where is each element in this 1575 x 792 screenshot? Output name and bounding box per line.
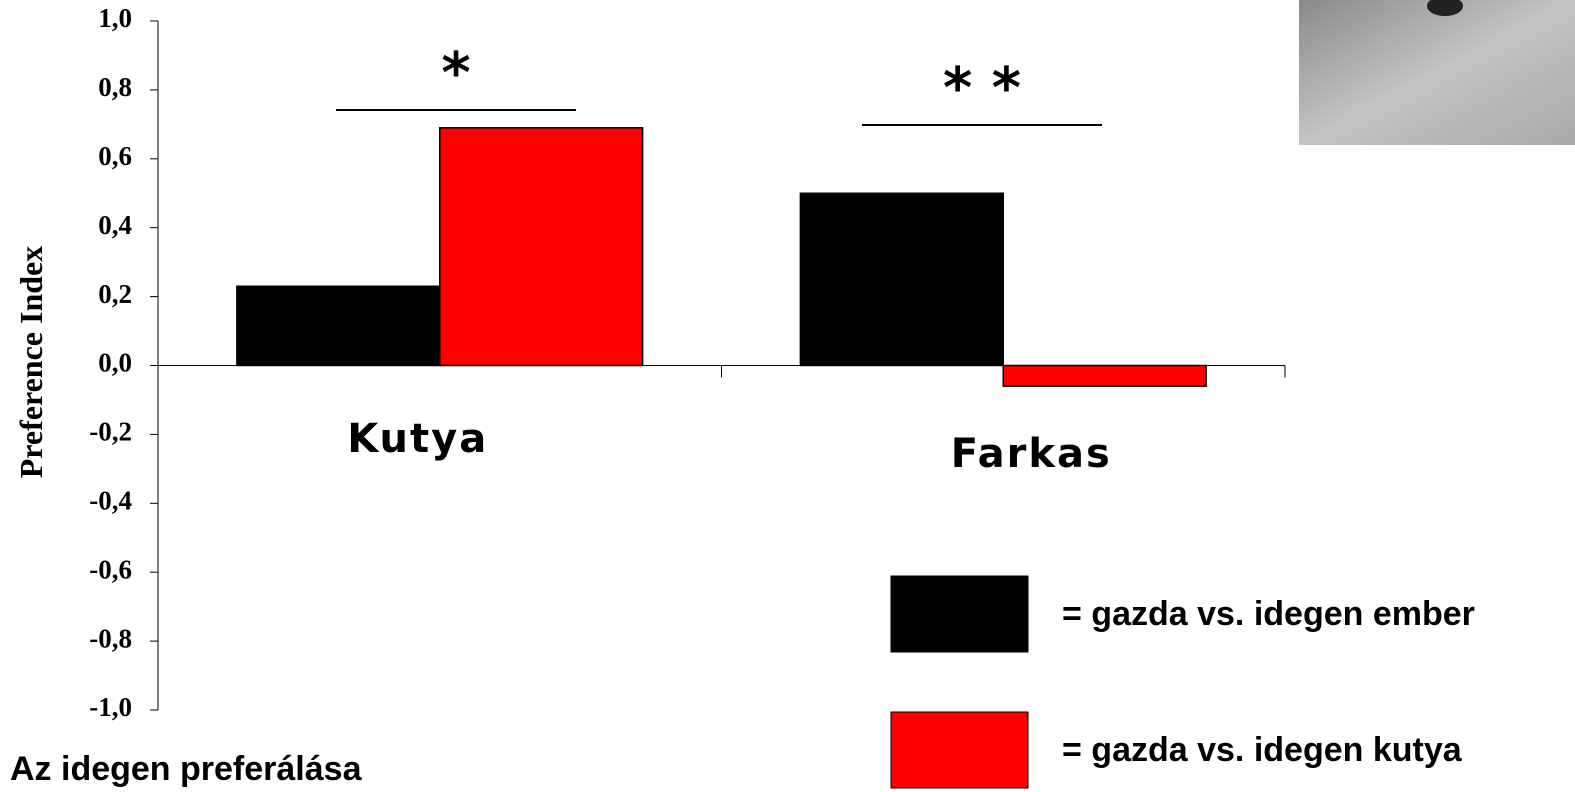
bar xyxy=(1003,366,1206,387)
y-tick-label: 1,0 xyxy=(98,3,132,33)
y-tick-label: -0,4 xyxy=(89,486,132,516)
x-category-label: Farkas xyxy=(951,431,1112,477)
y-tick-label: -1,0 xyxy=(89,692,132,722)
legend-label: = gazda vs. idegen ember xyxy=(1062,595,1475,633)
bar xyxy=(800,193,1003,365)
y-tick-label: -0,2 xyxy=(89,417,132,447)
legend-swatch xyxy=(891,576,1028,652)
legend-label: = gazda vs. idegen kutya xyxy=(1062,731,1463,769)
y-tick-label: 0,8 xyxy=(98,72,132,102)
significance-marker: * xyxy=(441,41,470,106)
note: Az idegen preferálása xyxy=(10,750,363,788)
significance-marker: * * xyxy=(943,56,1021,121)
bar xyxy=(237,286,440,365)
y-axis-label: Preference Index xyxy=(13,246,49,479)
photo xyxy=(1299,0,1575,145)
chart: Preference Index -1,0 -0,8 -0,6 -0,4 -0,2 0,0… xyxy=(0,0,1575,792)
y-tick-label: 0,0 xyxy=(98,348,132,378)
y-tick-label: -0,8 xyxy=(89,623,132,653)
y-tick-label: -0,6 xyxy=(89,554,132,584)
x-category-label: Kutya xyxy=(347,416,488,462)
y-tick-label: 0,6 xyxy=(98,141,132,171)
legend-swatch xyxy=(891,712,1028,788)
y-tick-label: 0,2 xyxy=(98,279,132,309)
bar xyxy=(440,128,643,366)
y-tick-label: 0,4 xyxy=(98,210,132,240)
